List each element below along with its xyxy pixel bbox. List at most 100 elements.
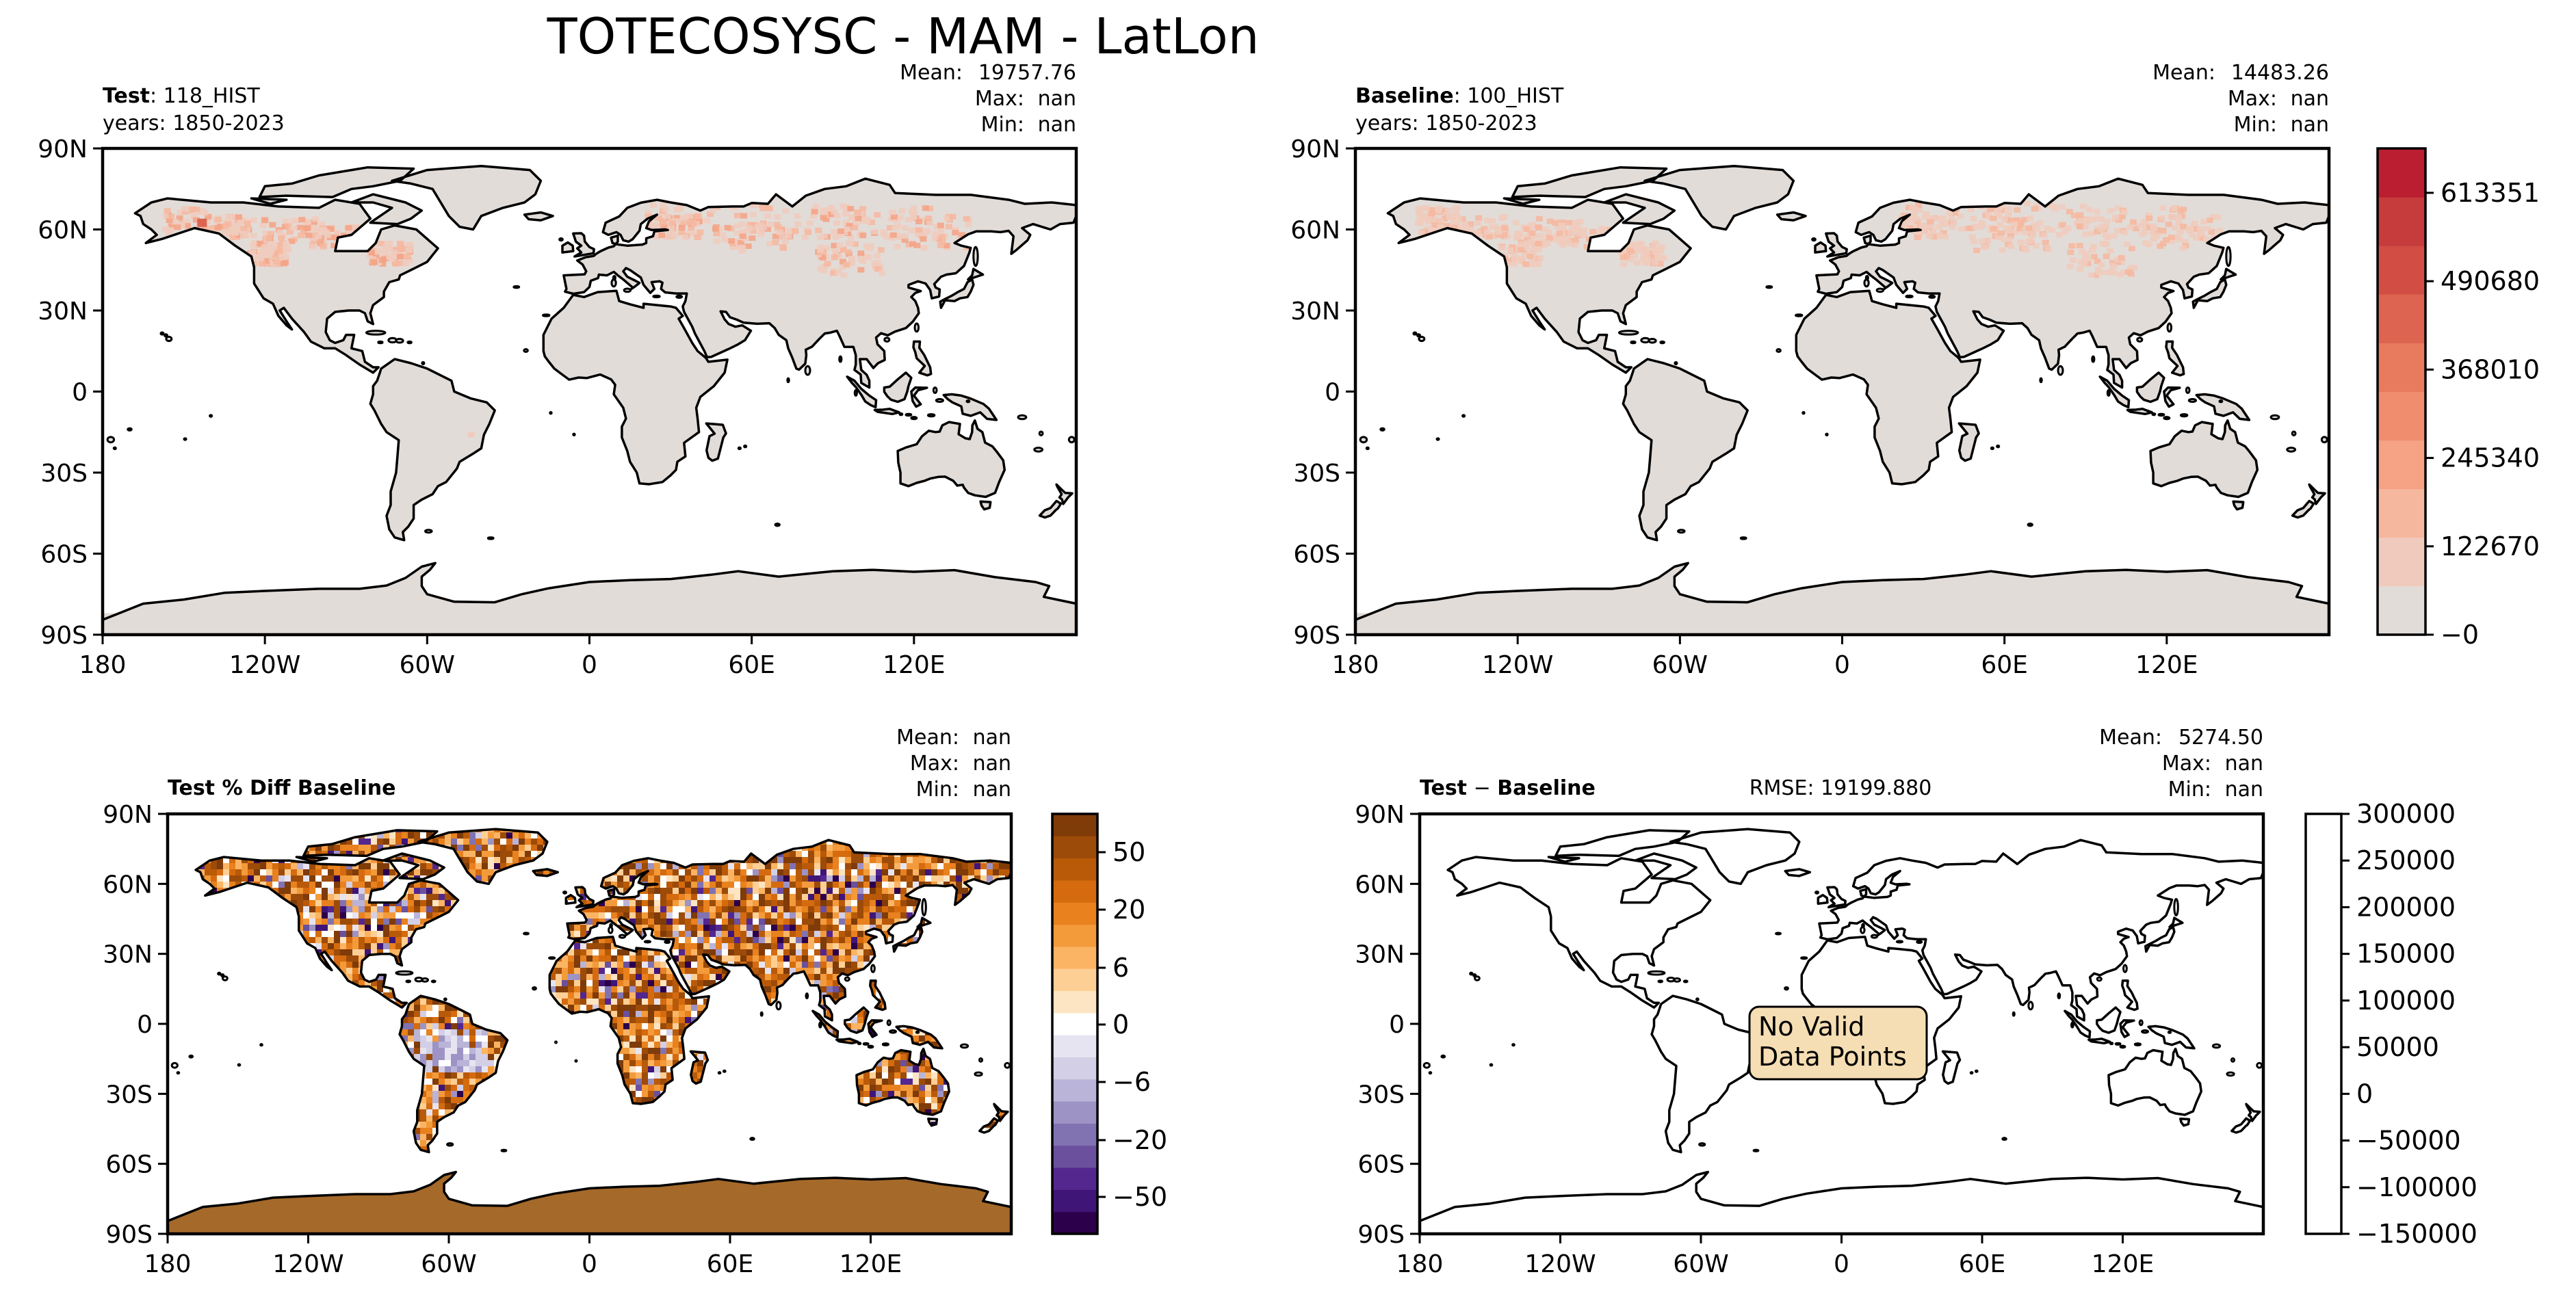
land-polygon	[884, 372, 911, 402]
coastline	[1815, 177, 2329, 389]
island-outline	[664, 940, 671, 945]
y-tick-label: 30S	[1357, 1081, 1405, 1109]
stat-value-mean: 5274.50	[2178, 726, 2263, 750]
island-outline	[1428, 1071, 1433, 1075]
panel-label-case: : 118_HIST	[150, 84, 260, 108]
land-polygon	[1671, 829, 1799, 884]
coastline	[1825, 232, 1848, 258]
panel-label-test: Test: 118_HIST	[103, 84, 260, 108]
island-outline	[1682, 979, 1689, 983]
island-outline	[609, 923, 613, 929]
island-outline	[523, 347, 529, 353]
y-tick-label: 90N	[38, 135, 88, 163]
panel-label-diff: Test − Baseline	[1420, 776, 1596, 800]
y-tick-label: 0	[72, 379, 88, 407]
colorbar-segment	[1052, 1101, 1097, 1124]
island-outline	[2109, 1042, 2114, 1046]
island-outline	[2138, 1019, 2144, 1027]
y-tick-label: 30S	[1293, 460, 1340, 488]
colorbar-tick-label: −20	[1113, 1125, 1167, 1155]
island-outline	[424, 529, 433, 534]
island-outline	[1033, 447, 1044, 453]
island-outline	[512, 285, 521, 289]
coastline	[1547, 856, 1580, 863]
island-outline	[421, 977, 430, 983]
y-tick-label: 90S	[1293, 622, 1340, 650]
island-outline	[1630, 340, 1637, 345]
island-outline	[259, 1043, 263, 1047]
colorbar-tick-label: 368010	[2441, 354, 2540, 384]
island-outline	[1461, 414, 1466, 418]
coastline	[295, 856, 328, 863]
island-outline	[1412, 331, 1418, 336]
colorbar-tick-label: −0	[2441, 620, 2479, 650]
figure-title: TOTECOSYSC - MAM - LatLon	[547, 8, 1260, 65]
island-outline	[935, 398, 945, 404]
stat-value-mean: 14483.26	[2231, 61, 2329, 85]
panel-label-bold: Test	[1420, 776, 1467, 800]
island-outline	[2226, 1071, 2235, 1077]
island-outline	[558, 237, 564, 242]
y-tick-label: 60N	[1290, 217, 1340, 245]
island-outline	[2286, 447, 2297, 453]
coastline	[2098, 375, 2131, 409]
y-tick-label: 30N	[1290, 298, 1340, 326]
island-outline	[2151, 412, 2157, 417]
island-outline	[1674, 360, 1678, 366]
coastline	[532, 868, 560, 877]
coastline	[350, 193, 424, 226]
island-outline	[430, 979, 437, 983]
coastline	[2149, 419, 2259, 499]
island-outline	[2166, 322, 2173, 333]
island-outline	[1895, 940, 1904, 944]
island-outline	[237, 1063, 242, 1067]
island-outline	[978, 1057, 984, 1063]
coastline	[2126, 408, 2153, 416]
island-outline	[2027, 523, 2033, 527]
colorbar-tick-label: −50	[1113, 1182, 1167, 1212]
x-tick-label: 120E	[2092, 1250, 2154, 1278]
data-texture	[168, 829, 1011, 1165]
land-polygon	[2137, 372, 2164, 402]
coastlines	[103, 164, 1076, 635]
coastline	[1055, 483, 1074, 505]
stat-value-min: nan	[973, 778, 1011, 802]
x-tick-label: 120E	[883, 651, 945, 679]
island-outline	[523, 932, 530, 936]
island-outline	[1905, 294, 1914, 299]
island-outline	[554, 1040, 558, 1044]
island-outline	[2057, 992, 2061, 999]
coastline	[1634, 852, 1697, 881]
island-outline	[548, 956, 556, 960]
island-outline	[838, 355, 843, 363]
coastline	[927, 1118, 939, 1127]
island-outline	[857, 1042, 862, 1046]
coastline	[2147, 1025, 2196, 1050]
colorbar-segment	[1052, 924, 1097, 947]
island-outline	[870, 964, 876, 973]
coastline	[811, 1009, 840, 1039]
land-polygon	[370, 359, 495, 540]
y-tick-label: 60S	[1293, 541, 1340, 569]
colorbar-tick-label: 20	[1113, 895, 1145, 925]
y-tick-label: 90N	[103, 801, 153, 829]
panel-label-bold: Baseline	[1355, 84, 1454, 108]
island-outline	[905, 412, 913, 417]
colorbar-segment	[1052, 902, 1097, 925]
x-tick-label: 60E	[1981, 651, 2028, 679]
stat-label-mean: Mean:	[2152, 61, 2215, 85]
island-outline	[1418, 335, 1426, 343]
island-outline	[1617, 330, 1639, 336]
stat-value-mean: nan	[973, 726, 1011, 750]
colorbar-pct-diff: 50 20 6 0 −6 −20 −50	[1051, 813, 1167, 1235]
coastline	[103, 562, 1076, 635]
colorbar-segment	[1052, 1079, 1097, 1102]
land-polygon	[1388, 198, 1691, 373]
island-outline	[786, 377, 790, 384]
island-outline	[612, 274, 616, 281]
x-tick-label: 60E	[728, 651, 775, 679]
island-outline	[972, 246, 979, 267]
island-outline	[1422, 1061, 1431, 1069]
land-polygon	[706, 423, 727, 461]
island-outline	[486, 536, 495, 540]
